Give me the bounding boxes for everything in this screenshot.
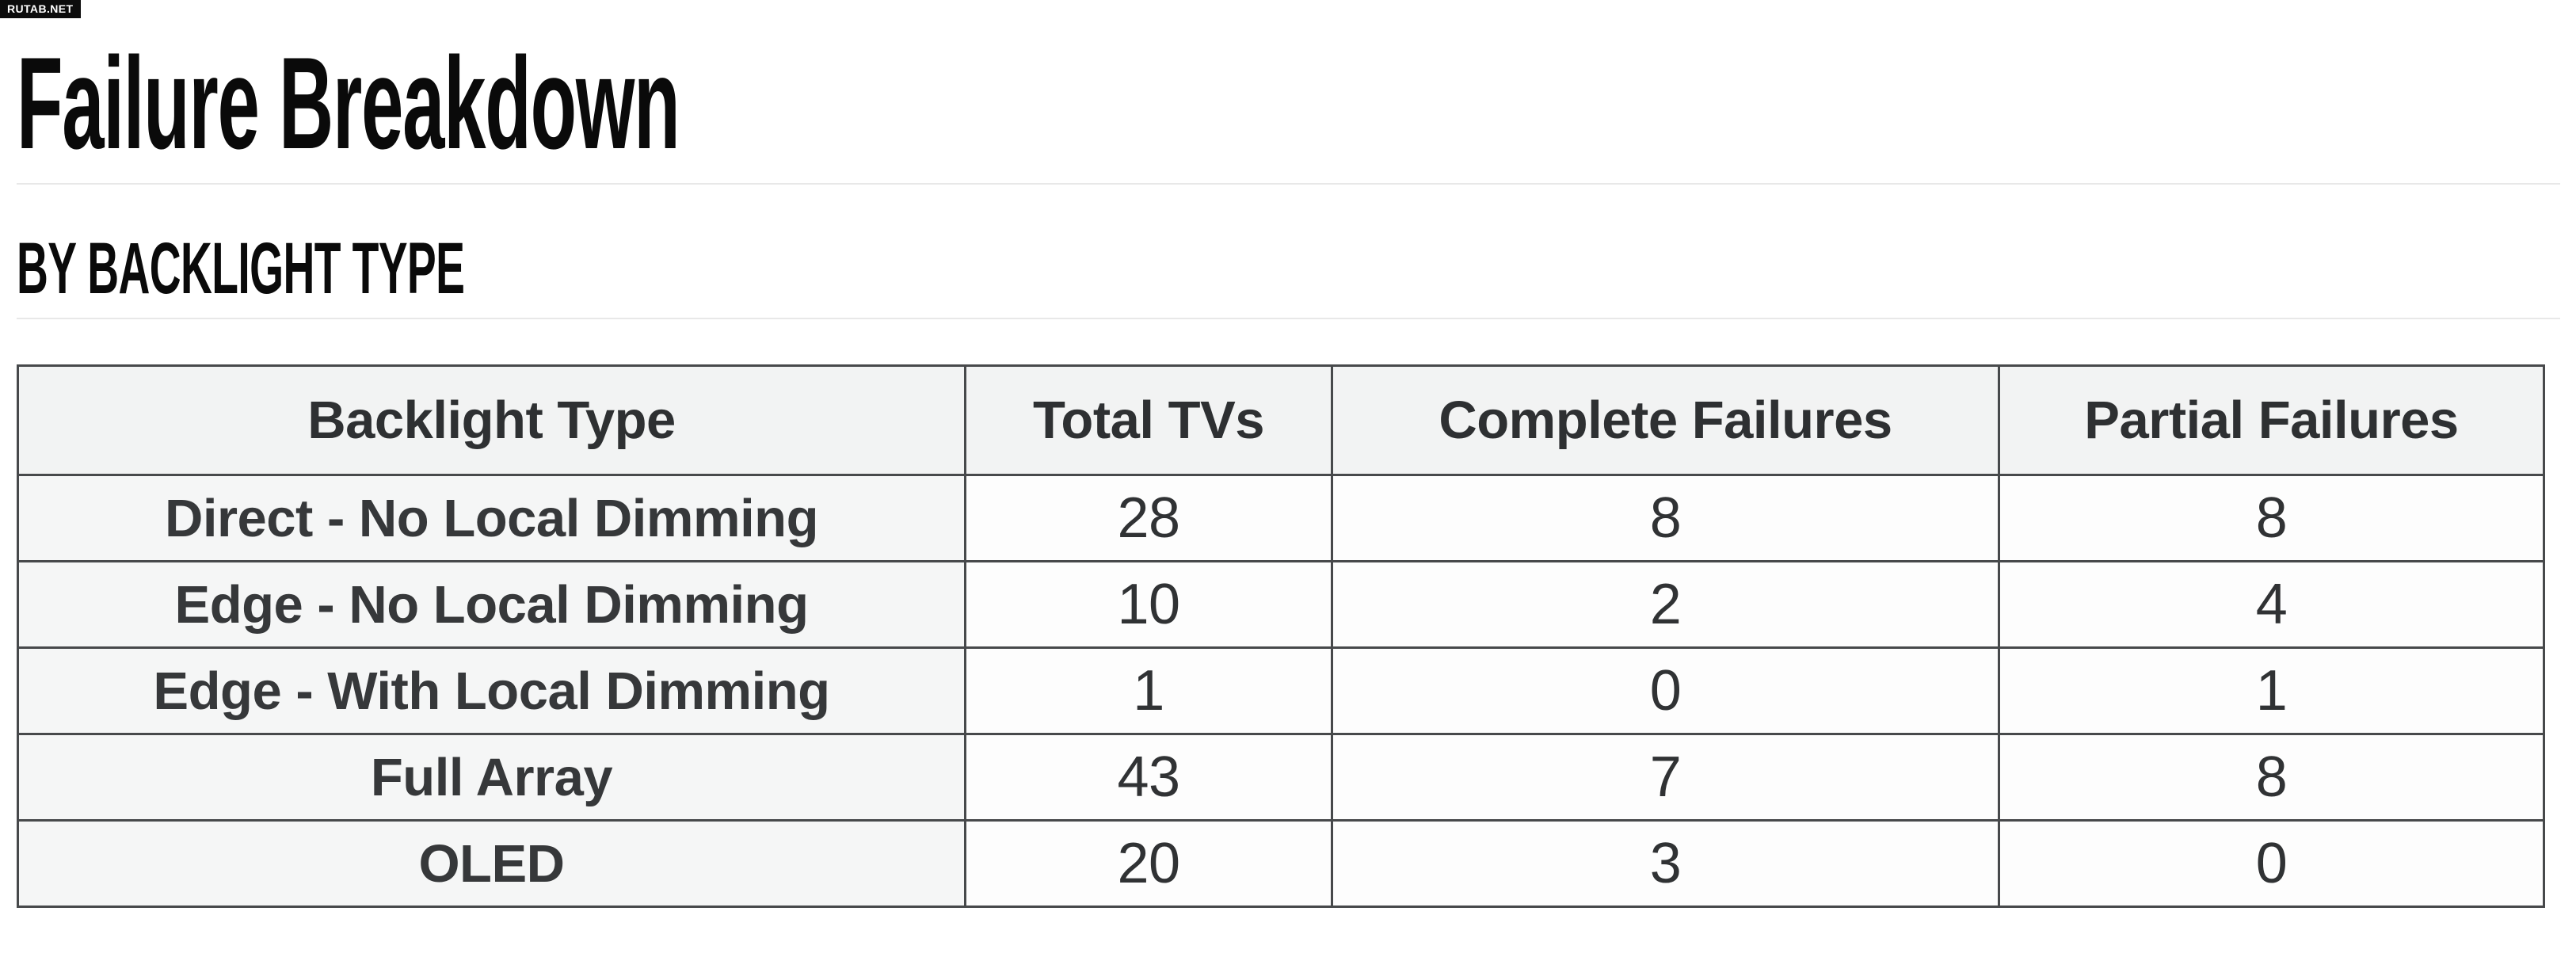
failure-breakdown-table: Backlight Type Total TVs Complete Failur… [17, 364, 2545, 908]
table-row-direct-no-local-dimming: Direct - No Local Dimming 28 8 8 [17, 474, 2545, 562]
table-row-edge-with-local-dimming: Edge - With Local Dimming 1 0 1 [17, 646, 2545, 735]
column-header-partial-failures: Partial Failures [1998, 364, 2545, 476]
total-tvs-cell: 20 [964, 819, 1333, 908]
complete-failures-cell: 2 [1331, 560, 2000, 649]
total-tvs-cell: 43 [964, 733, 1333, 822]
total-tvs-cell: 1 [964, 646, 1333, 735]
section-heading: BY BACKLIGHT TYPE [17, 185, 2560, 305]
watermark-label: RUTAB.NET [7, 2, 74, 15]
partial-failures-cell: 1 [1998, 646, 2545, 735]
column-header-total-tvs: Total TVs [964, 364, 1333, 476]
table-row-edge-no-local-dimming: Edge - No Local Dimming 10 2 4 [17, 560, 2545, 649]
row-label-cell: OLED [17, 819, 966, 908]
page-title: Failure Breakdown [17, 0, 2560, 169]
section-heading-text: BY BACKLIGHT TYPE [17, 228, 465, 309]
column-header-backlight-type: Backlight Type [17, 364, 966, 476]
complete-failures-cell: 7 [1331, 733, 2000, 822]
page-title-text: Failure Breakdown [17, 30, 680, 176]
partial-failures-cell: 4 [1998, 560, 2545, 649]
complete-failures-cell: 3 [1331, 819, 2000, 908]
article-content: Failure Breakdown BY BACKLIGHT TYPE Back… [17, 0, 2560, 908]
total-tvs-cell: 28 [964, 474, 1333, 562]
section-divider [17, 318, 2560, 319]
table-header-row: Backlight Type Total TVs Complete Failur… [17, 364, 2545, 476]
partial-failures-cell: 0 [1998, 819, 2545, 908]
row-label-cell: Direct - No Local Dimming [17, 474, 966, 562]
watermark-badge: RUTAB.NET [0, 0, 82, 18]
partial-failures-cell: 8 [1998, 474, 2545, 562]
partial-failures-cell: 8 [1998, 733, 2545, 822]
row-label-cell: Edge - With Local Dimming [17, 646, 966, 735]
complete-failures-cell: 8 [1331, 474, 2000, 562]
title-divider [17, 183, 2560, 185]
total-tvs-cell: 10 [964, 560, 1333, 649]
table-row-oled: OLED 20 3 0 [17, 819, 2545, 908]
table-row-full-array: Full Array 43 7 8 [17, 733, 2545, 822]
column-header-complete-failures: Complete Failures [1331, 364, 2000, 476]
row-label-cell: Full Array [17, 733, 966, 822]
complete-failures-cell: 0 [1331, 646, 2000, 735]
row-label-cell: Edge - No Local Dimming [17, 560, 966, 649]
